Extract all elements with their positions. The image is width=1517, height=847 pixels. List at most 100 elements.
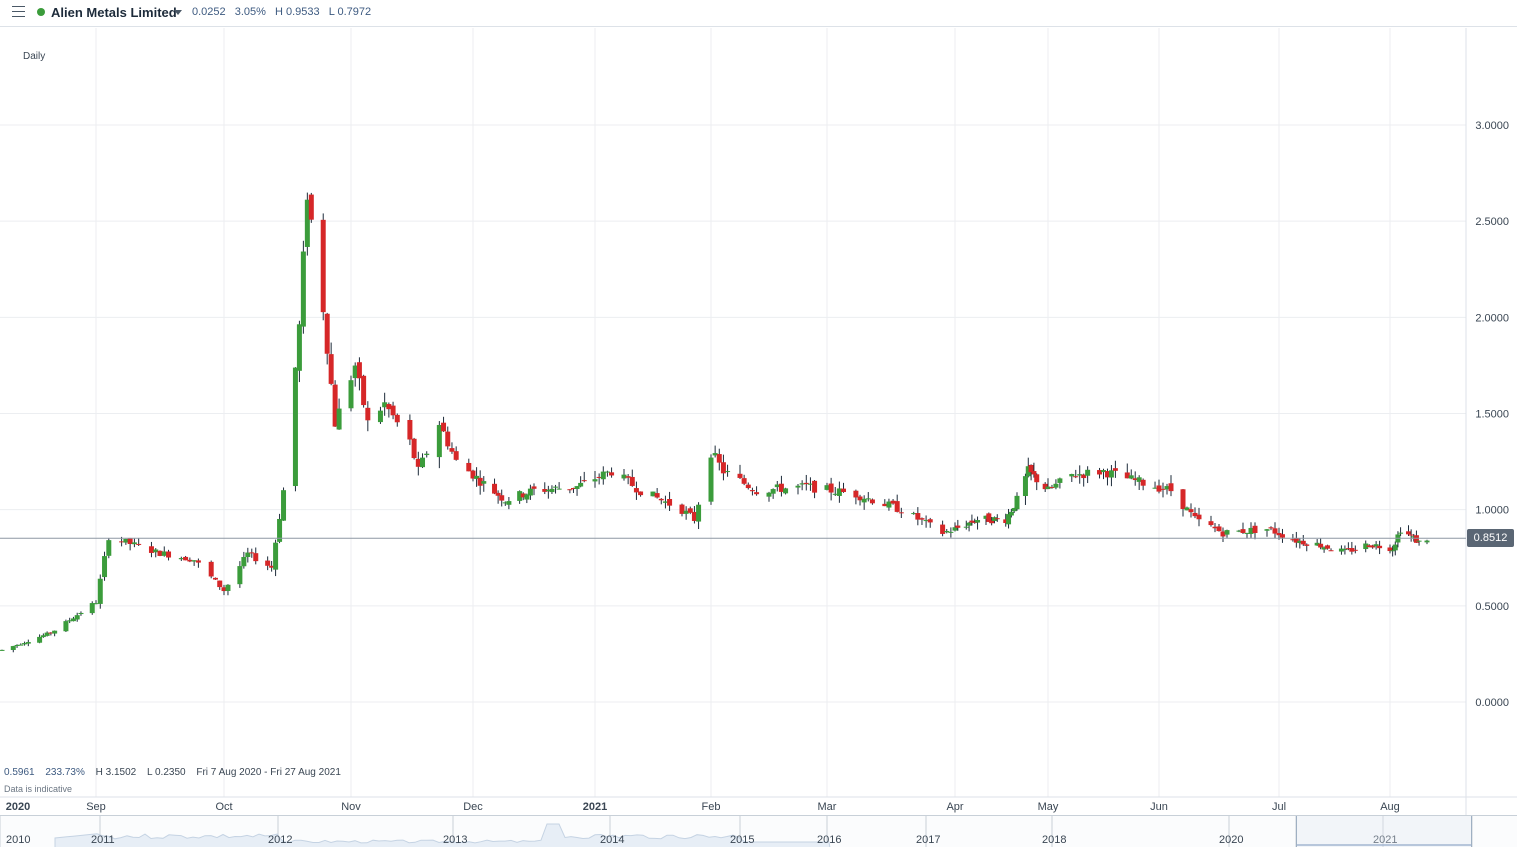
- candle[interactable]: [517, 490, 523, 504]
- candle[interactable]: [304, 192, 310, 256]
- candle[interactable]: [1352, 545, 1358, 554]
- candle[interactable]: [778, 475, 784, 497]
- candle[interactable]: [1321, 546, 1327, 553]
- candle[interactable]: [1042, 482, 1048, 493]
- menu-icon[interactable]: [12, 6, 25, 19]
- candle[interactable]: [1081, 473, 1087, 487]
- candle[interactable]: [208, 560, 214, 579]
- candle[interactable]: [667, 491, 673, 511]
- candle[interactable]: [1413, 530, 1419, 543]
- candle[interactable]: [136, 538, 142, 546]
- candle[interactable]: [1236, 529, 1242, 533]
- candle[interactable]: [654, 488, 660, 499]
- candle[interactable]: [436, 421, 442, 469]
- candle[interactable]: [923, 515, 929, 528]
- candle[interactable]: [609, 467, 615, 478]
- candle[interactable]: [989, 517, 995, 526]
- chevron-down-icon[interactable]: [174, 10, 182, 15]
- candle[interactable]: [1370, 544, 1376, 549]
- candle[interactable]: [1180, 489, 1186, 517]
- candle[interactable]: [1140, 478, 1146, 491]
- candle[interactable]: [737, 464, 743, 479]
- candle[interactable]: [1297, 538, 1303, 549]
- candle[interactable]: [861, 495, 867, 510]
- candle[interactable]: [1003, 513, 1009, 527]
- candle[interactable]: [148, 541, 154, 558]
- candle[interactable]: [441, 416, 447, 432]
- candle[interactable]: [178, 556, 184, 561]
- candle[interactable]: [1212, 522, 1218, 533]
- candle[interactable]: [894, 494, 900, 513]
- candle[interactable]: [445, 426, 451, 450]
- candle[interactable]: [328, 342, 334, 386]
- candle[interactable]: [499, 489, 505, 507]
- candle[interactable]: [195, 558, 201, 568]
- candle[interactable]: [1014, 492, 1020, 511]
- candle[interactable]: [708, 454, 714, 505]
- candle[interactable]: [712, 445, 718, 458]
- instrument-name[interactable]: Alien Metals Limited: [51, 5, 177, 20]
- candle[interactable]: [1069, 473, 1075, 482]
- candle[interactable]: [679, 503, 685, 517]
- candle[interactable]: [296, 320, 302, 383]
- candle[interactable]: [237, 561, 243, 588]
- candle[interactable]: [361, 374, 367, 408]
- candle[interactable]: [1136, 475, 1142, 490]
- candle[interactable]: [898, 507, 904, 518]
- candle[interactable]: [377, 406, 383, 424]
- candle[interactable]: [749, 487, 755, 496]
- candle[interactable]: [281, 487, 287, 521]
- candle[interactable]: [770, 488, 776, 499]
- candle[interactable]: [1011, 507, 1017, 513]
- candle[interactable]: [774, 480, 780, 492]
- candle[interactable]: [449, 442, 455, 454]
- candle[interactable]: [553, 484, 559, 494]
- candle[interactable]: [865, 492, 871, 502]
- candle[interactable]: [1304, 543, 1310, 552]
- candle[interactable]: [882, 499, 888, 507]
- candle[interactable]: [1196, 507, 1202, 527]
- candle[interactable]: [1408, 529, 1414, 542]
- candle[interactable]: [1377, 540, 1383, 555]
- candle[interactable]: [807, 477, 813, 491]
- candle[interactable]: [292, 367, 298, 492]
- candle[interactable]: [1390, 545, 1396, 557]
- candle[interactable]: [1314, 539, 1320, 546]
- candle[interactable]: [803, 474, 809, 491]
- candle[interactable]: [474, 467, 480, 487]
- candle[interactable]: [74, 612, 80, 622]
- candle[interactable]: [187, 557, 193, 563]
- candle[interactable]: [22, 641, 28, 646]
- candle[interactable]: [495, 490, 501, 504]
- candle[interactable]: [411, 437, 417, 460]
- candle[interactable]: [265, 556, 271, 571]
- candle[interactable]: [1252, 522, 1258, 540]
- candle[interactable]: [253, 547, 259, 565]
- candle[interactable]: [556, 482, 562, 490]
- candle[interactable]: [1363, 540, 1369, 553]
- candle[interactable]: [972, 518, 978, 524]
- candle[interactable]: [506, 496, 512, 510]
- candle[interactable]: [127, 537, 133, 551]
- candle[interactable]: [320, 213, 326, 321]
- candle[interactable]: [52, 630, 58, 637]
- candle[interactable]: [524, 493, 530, 504]
- candle[interactable]: [650, 491, 656, 497]
- candle[interactable]: [1208, 515, 1214, 527]
- candle[interactable]: [336, 398, 342, 430]
- candle[interactable]: [1300, 535, 1306, 546]
- candle[interactable]: [716, 448, 722, 471]
- candle[interactable]: [527, 484, 533, 500]
- candle[interactable]: [812, 480, 818, 499]
- candle[interactable]: [93, 600, 99, 605]
- candle[interactable]: [633, 481, 639, 500]
- candle[interactable]: [453, 446, 459, 461]
- candle[interactable]: [1097, 467, 1103, 479]
- candle[interactable]: [123, 538, 129, 545]
- candle[interactable]: [629, 469, 635, 487]
- candle[interactable]: [1276, 527, 1282, 540]
- candle[interactable]: [1022, 473, 1028, 505]
- candle[interactable]: [545, 485, 551, 499]
- candle[interactable]: [415, 451, 421, 476]
- candle[interactable]: [365, 401, 371, 432]
